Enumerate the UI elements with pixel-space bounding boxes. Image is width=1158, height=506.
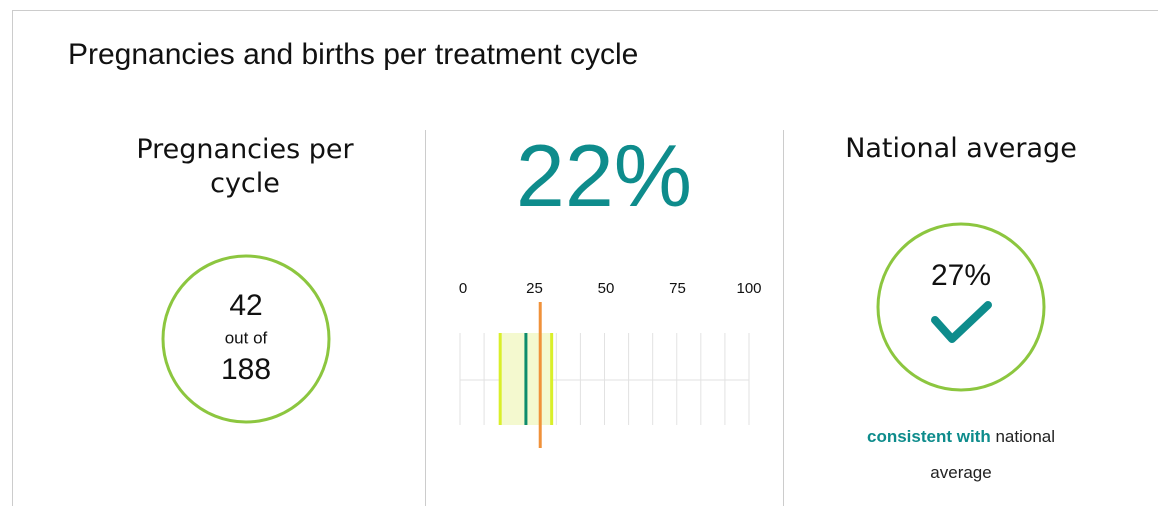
connector: out of [225,328,268,347]
check-icon [931,301,992,343]
verdict-rest: national average [930,427,1056,482]
clinic-heading: Pregnancies per cycle [136,134,354,199]
national-heading: National average [845,133,1077,164]
national-circle [876,222,1046,392]
card [12,10,1158,506]
verdict: consistent with national average [846,419,1076,491]
scale: 0 25 50 75 100 [459,280,762,448]
divider [425,130,426,506]
x-tick-label: 25 [526,280,543,297]
title: Pregnancies and births per treatment cyc… [68,38,639,71]
count: 42 [229,289,262,322]
divider [783,130,784,506]
total: 188 [221,353,271,386]
clinic-circle [161,254,331,424]
rate-value: 22% [515,126,693,225]
verdict-strong: consistent with [866,427,991,446]
x-tick-label: 75 [669,280,686,297]
x-tick-label: 0 [459,280,467,297]
x-tick-label: 100 [736,280,761,297]
x-tick-label: 50 [598,280,615,297]
national-value: 27% [931,259,991,292]
